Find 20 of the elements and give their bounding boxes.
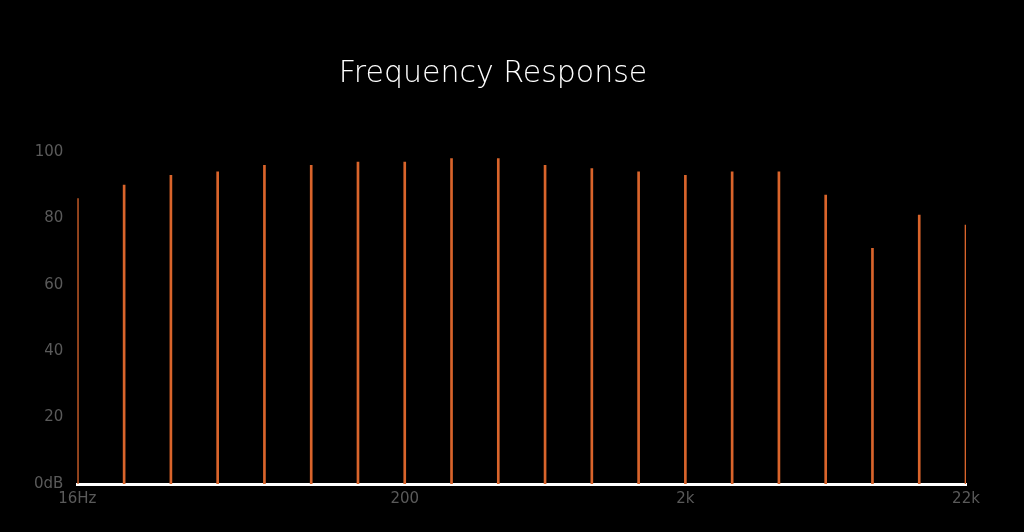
bar (450, 158, 453, 484)
bar (637, 171, 640, 484)
bar (684, 174, 687, 484)
y-tick-label: 60 (44, 274, 64, 293)
y-tick-label: 40 (44, 341, 64, 360)
chart-title: Frequency Response (338, 53, 648, 89)
x-tick-label: 22k (952, 488, 981, 507)
y-tick-label: 20 (44, 407, 64, 426)
x-tick-label: 2k (676, 488, 695, 507)
bar (917, 214, 921, 484)
bar (871, 247, 874, 484)
bar (824, 194, 828, 484)
bar (496, 158, 500, 484)
x-tick-label: 200 (390, 488, 420, 507)
bar (403, 161, 407, 484)
bar (309, 164, 313, 484)
bar (263, 164, 266, 484)
y-tick-label: 100 (34, 141, 64, 160)
bar (216, 171, 219, 484)
y-tick-label: 80 (44, 208, 64, 227)
